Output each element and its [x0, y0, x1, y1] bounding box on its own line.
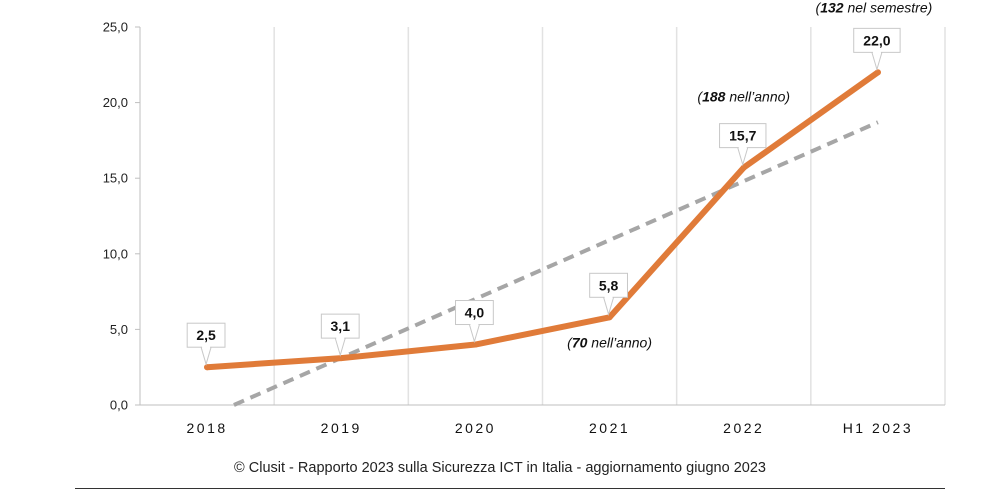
data-label-pointer-join [872, 50, 881, 54]
x-tick-label: 2018 [187, 420, 228, 436]
data-label: 22,0 [853, 27, 901, 72]
trendline-dashed [233, 120, 879, 407]
y-tick-label: 15,0 [103, 171, 128, 186]
data-point [338, 355, 345, 362]
trendline [233, 120, 879, 407]
data-label-text: 5,8 [599, 277, 619, 293]
data-label-pointer-join [604, 295, 613, 299]
data-label-text: 2,5 [196, 327, 216, 343]
source-caption: © Clusit - Rapporto 2023 sulla Sicurezza… [234, 460, 766, 476]
data-point [874, 69, 881, 76]
data-label-pointer [737, 147, 749, 167]
axes: 0,0 5,0 10,0 15,0 20,0 25,0 2018 2019 2020 2021 20… [103, 20, 945, 436]
annotation-paren: ( [816, 0, 822, 15]
annotation: (70 nell’anno) [567, 334, 652, 350]
line-chart: 0,0 5,0 10,0 15,0 20,0 25,0 2018 2019 2020 2021 20… [103, 0, 946, 436]
series-line-path [204, 69, 881, 371]
annotation-paren: ( [697, 89, 703, 105]
x-tick-label: H1 2023 [843, 420, 913, 436]
annotation-number: 132 [820, 0, 844, 15]
data-label-pointer-join [738, 146, 747, 150]
y-tick-label: 25,0 [103, 20, 128, 35]
y-tick-label: 10,0 [103, 246, 128, 261]
y-tick-label: 0,0 [110, 398, 128, 413]
annotation: (188 nell’anno) [697, 89, 790, 105]
footer-rule [75, 488, 945, 489]
annotations: (70 nell’anno)(188 nell’anno)(132 nel se… [567, 0, 932, 350]
data-label: 3,1 [320, 313, 360, 357]
annotation-number: 188 [702, 89, 726, 105]
data-point [204, 364, 211, 371]
data-label-pointer-join [336, 336, 345, 340]
x-tick-label: 2019 [321, 420, 362, 436]
y-tick-label: 20,0 [103, 95, 128, 110]
data-label: 5,8 [589, 272, 628, 317]
x-tick-label: 2021 [589, 420, 630, 436]
data-label-pointer [200, 346, 212, 366]
data-point [740, 164, 747, 171]
annotation-paren: ( [567, 334, 573, 350]
data-label: 4,0 [455, 300, 494, 344]
annotation: (132 nel semestre) [816, 0, 933, 15]
data-label-box [186, 322, 226, 348]
data-label-pointer-join [202, 345, 211, 349]
data-point [606, 314, 613, 321]
x-tick-label: 2020 [455, 420, 496, 436]
data-labels: 2,5 3,1 4,0 5,8 15,7 22,0 [186, 27, 901, 366]
x-tick-label: 2022 [723, 420, 764, 436]
data-label-text: 3,1 [331, 318, 351, 334]
annotation-text: nell’anno) [587, 334, 652, 350]
data-label-text: 22,0 [863, 32, 890, 48]
y-tick-label: 5,0 [110, 322, 128, 337]
data-label-pointer [468, 324, 481, 344]
data-label-text: 4,0 [465, 305, 485, 321]
data-label-box [853, 27, 901, 53]
data-label-text: 15,7 [729, 128, 756, 144]
annotation-number: 70 [572, 334, 588, 350]
data-label-pointer-join [470, 323, 479, 327]
data-label-pointer [871, 51, 883, 72]
gridlines [273, 27, 946, 405]
data-label-pointer [334, 337, 346, 357]
series-line [204, 69, 881, 371]
data-point [472, 341, 479, 348]
data-label: 15,7 [719, 123, 767, 167]
annotation-text: nell’anno) [725, 89, 790, 105]
data-label-box [589, 272, 628, 298]
data-label: 2,5 [186, 322, 226, 366]
annotation-text: nel semestre) [844, 0, 933, 15]
